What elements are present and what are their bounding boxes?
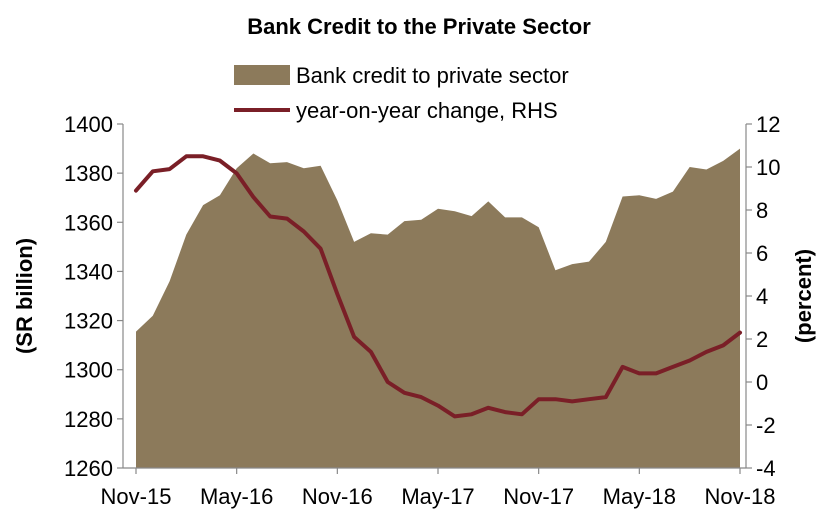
- y-left-tick-label: 1340: [64, 259, 113, 284]
- y-right-tick-label: 0: [756, 370, 768, 395]
- y-axis-left-title: (SR billion): [12, 238, 37, 354]
- legend-label-line: year-on-year change, RHS: [296, 98, 558, 123]
- y-right-tick-label: 6: [756, 241, 768, 266]
- y-right-tick-label: 8: [756, 198, 768, 223]
- y-right-tick-label: -4: [756, 456, 776, 481]
- y-right-tick-label: 4: [756, 284, 768, 309]
- y-left-tick-label: 1260: [64, 456, 113, 481]
- legend: Bank credit to private sector year-on-ye…: [234, 63, 569, 123]
- y-left-tick-label: 1280: [64, 407, 113, 432]
- y-left-tick-label: 1400: [64, 112, 113, 137]
- y-right-tick-label: 10: [756, 155, 780, 180]
- series-line-yoy-change: [134, 154, 742, 419]
- x-tick-label: May-16: [200, 484, 273, 509]
- y-axis-right-title: (percent): [791, 249, 816, 343]
- y-right-tick-label: -2: [756, 413, 776, 438]
- chart-title: Bank Credit to the Private Sector: [247, 14, 591, 39]
- x-tick-label: Nov-15: [101, 484, 172, 509]
- x-tick-label: Nov-18: [705, 484, 776, 509]
- x-tick-label: May-18: [603, 484, 676, 509]
- y-left-tick-label: 1360: [64, 210, 113, 235]
- legend-swatch-area: [234, 65, 290, 85]
- y-left-tick-label: 1320: [64, 309, 113, 334]
- series-area-bank-credit: [136, 148, 740, 468]
- y-left-tick-label: 1300: [64, 358, 113, 383]
- y-right-tick-label: 2: [756, 327, 768, 352]
- y-left-tick-label: 1380: [64, 161, 113, 186]
- x-tick-label: May-17: [401, 484, 474, 509]
- x-tick-label: Nov-17: [503, 484, 574, 509]
- y-right-tick-label: 12: [756, 112, 780, 137]
- plot-area: [134, 148, 742, 468]
- legend-label-area: Bank credit to private sector: [296, 63, 569, 88]
- axes: 1260 1280 1300 1320 1340 1360 1380 1400 -4 -2 0 2 4 6…: [64, 112, 780, 509]
- x-tick-label: Nov-16: [302, 484, 373, 509]
